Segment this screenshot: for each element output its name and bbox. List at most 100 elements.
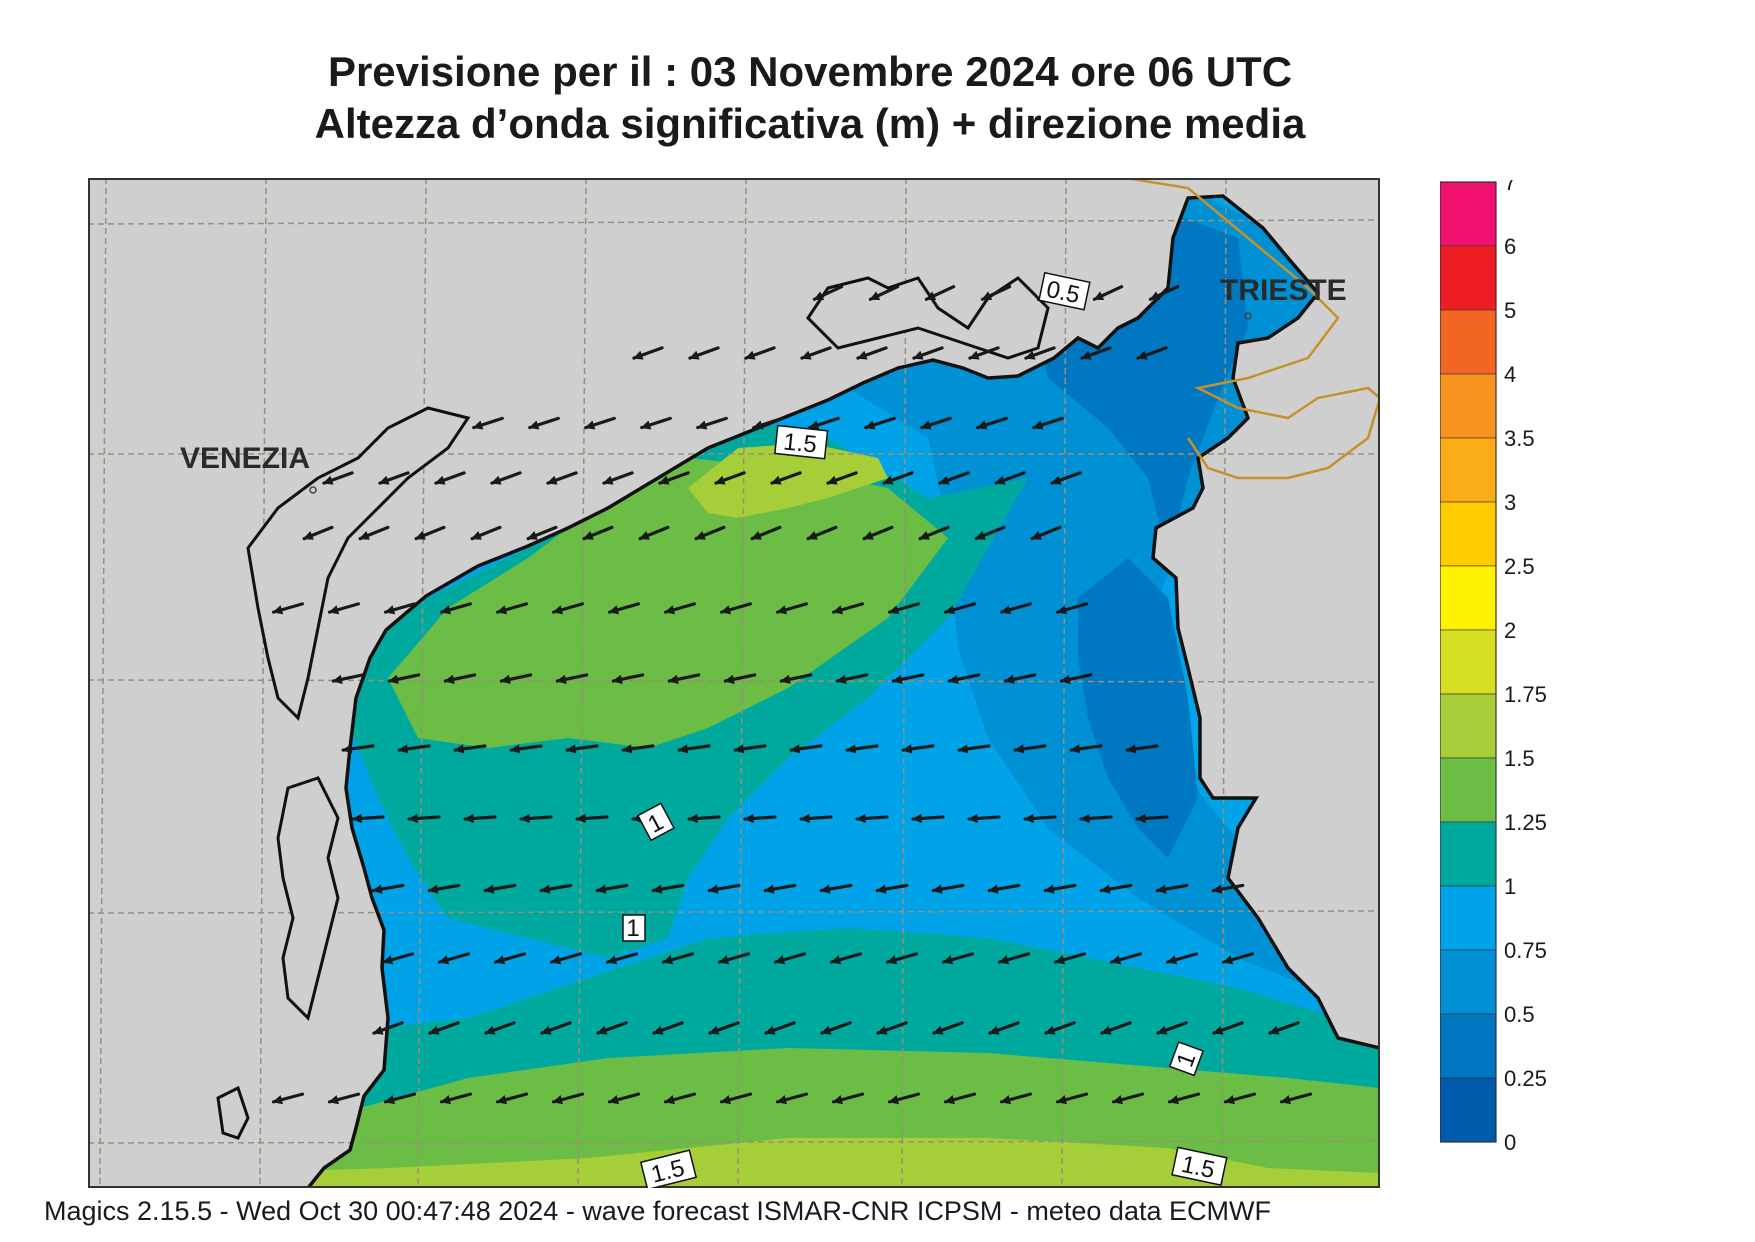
wave-direction-arrow: [957, 744, 991, 754]
wave-direction-arrow: [595, 883, 629, 894]
wave-direction-arrow: [383, 1092, 417, 1105]
wave-direction-arrow: [565, 744, 599, 754]
city-marker-icon: [309, 312, 1252, 494]
wave-direction-arrow: [976, 416, 1008, 430]
wave-direction-arrow: [407, 813, 441, 824]
wave-direction-arrow: [967, 813, 1001, 824]
wave-direction-arrow: [414, 525, 446, 541]
wave-direction-arrow: [551, 602, 585, 615]
wave-direction-arrow: [918, 525, 950, 541]
forecast-subtitle: Altezza d’onda significativa (m) + direz…: [314, 100, 1306, 147]
svg-text:1: 1: [626, 915, 639, 942]
wave-direction-arrow: [835, 673, 869, 684]
wave-direction-arrow: [351, 813, 385, 824]
legend-swatch: [1440, 309, 1497, 375]
wave-direction-arrow: [875, 883, 909, 894]
legend-swatch: [1440, 821, 1497, 887]
legend-tick-label: 0.75: [1504, 938, 1547, 963]
wave-direction-arrow: [887, 602, 921, 615]
wave-direction-arrow: [1092, 285, 1124, 301]
wave-direction-arrow: [1268, 1021, 1300, 1035]
wave-direction-arrow: [829, 952, 863, 965]
wave-direction-arrow: [994, 471, 1026, 485]
wave-direction-arrow: [499, 673, 533, 684]
wave-direction-arrow: [723, 673, 757, 684]
wave-direction-arrow: [490, 471, 522, 485]
wave-direction-arrow: [549, 952, 583, 965]
wave-direction-arrow: [864, 416, 896, 430]
legend-swatch: [1440, 181, 1497, 247]
wave-direction-arrow: [775, 602, 809, 615]
legend-tick-label: 2.5: [1504, 554, 1535, 579]
wave-direction-arrow: [947, 673, 981, 684]
wave-direction-arrow: [302, 525, 334, 541]
legend-tick-label: 0.25: [1504, 1066, 1547, 1091]
wave-direction-arrow: [271, 1092, 305, 1105]
legend-swatch: [1440, 565, 1497, 631]
wave-direction-arrow: [383, 602, 417, 615]
wave-direction-arrow: [1136, 346, 1168, 360]
wave-direction-arrow: [555, 673, 589, 684]
wave-direction-arrow: [381, 952, 415, 965]
wave-direction-arrow: [1024, 346, 1056, 360]
wave-direction-arrow: [1055, 1092, 1089, 1105]
wave-direction-arrow: [378, 471, 410, 485]
wave-direction-arrow: [596, 1021, 628, 1035]
legend-swatch: [1440, 629, 1497, 695]
wave-direction-arrow: [808, 416, 840, 430]
wave-direction-arrow: [856, 346, 888, 360]
wave-direction-arrow: [658, 471, 690, 485]
legend-tick-label: 2: [1504, 618, 1516, 643]
wave-direction-arrow: [519, 813, 553, 824]
legend-swatch: [1440, 245, 1497, 311]
wave-direction-arrows: [271, 285, 1313, 1105]
wave-direction-arrow: [582, 525, 614, 541]
wave-direction-arrow: [1099, 883, 1133, 894]
wave-direction-arrow: [652, 1021, 684, 1035]
wave-direction-arrow: [876, 1021, 908, 1035]
wave-direction-arrow: [621, 744, 655, 754]
venice-lagoon: [216, 406, 471, 1140]
wave-direction-arrow: [744, 346, 776, 360]
wave-direction-arrow: [1044, 1021, 1076, 1035]
city-label-trieste: TRIESTE: [1220, 274, 1347, 307]
wave-direction-arrow: [764, 1021, 796, 1035]
legend-tick-label: 7: [1504, 180, 1516, 195]
legend-tick-label: 1.25: [1504, 810, 1547, 835]
wave-direction-arrow: [845, 744, 879, 754]
wave-direction-arrow: [1211, 883, 1245, 894]
legend-tick-label: 1.75: [1504, 682, 1547, 707]
wave-direction-arrow: [1109, 952, 1143, 965]
wave-direction-arrow: [551, 1092, 585, 1105]
wave-direction-arrow: [493, 952, 527, 965]
wave-direction-arrow: [372, 1021, 404, 1035]
wave-direction-arrow: [470, 525, 502, 541]
legend-tick-label: 3: [1504, 490, 1516, 515]
wave-direction-arrow: [719, 1092, 753, 1105]
wave-direction-arrow: [1043, 883, 1077, 894]
wave-direction-arrow: [968, 346, 1000, 360]
wave-direction-arrow: [546, 471, 578, 485]
wave-direction-arrow: [999, 602, 1033, 615]
wave-direction-arrow: [1030, 525, 1062, 541]
wave-direction-arrow: [885, 952, 919, 965]
legend-swatch: [1440, 373, 1497, 439]
wave-direction-arrow: [495, 602, 529, 615]
wave-direction-arrow: [371, 883, 405, 894]
color-scale-legend: 7 6 5 4 3.5 3 2.5 2 1.75 1.5 1.25 1 0.75 0.5 0.25 0: [1440, 180, 1547, 1155]
wave-direction-arrow: [463, 813, 497, 824]
contour-label: 1.5: [774, 424, 829, 460]
legend-tick-label: 6: [1504, 234, 1516, 259]
wave-direction-arrow: [1111, 1092, 1145, 1105]
footer-credits: Magics 2.15.5 - Wed Oct 30 00:47:48 2024…: [44, 1196, 1271, 1226]
wave-direction-arrow: [575, 813, 609, 824]
wave-direction-arrow: [773, 952, 807, 965]
legend-swatch: [1440, 437, 1497, 503]
legend-tick-label: 1: [1504, 874, 1516, 899]
wave-direction-arrow: [387, 673, 421, 684]
wave-direction-arrow: [943, 602, 977, 615]
wave-direction-arrow: [443, 673, 477, 684]
wave-direction-arrow: [789, 744, 823, 754]
wave-direction-arrow: [1080, 346, 1112, 360]
wave-direction-arrow: [484, 1021, 516, 1035]
